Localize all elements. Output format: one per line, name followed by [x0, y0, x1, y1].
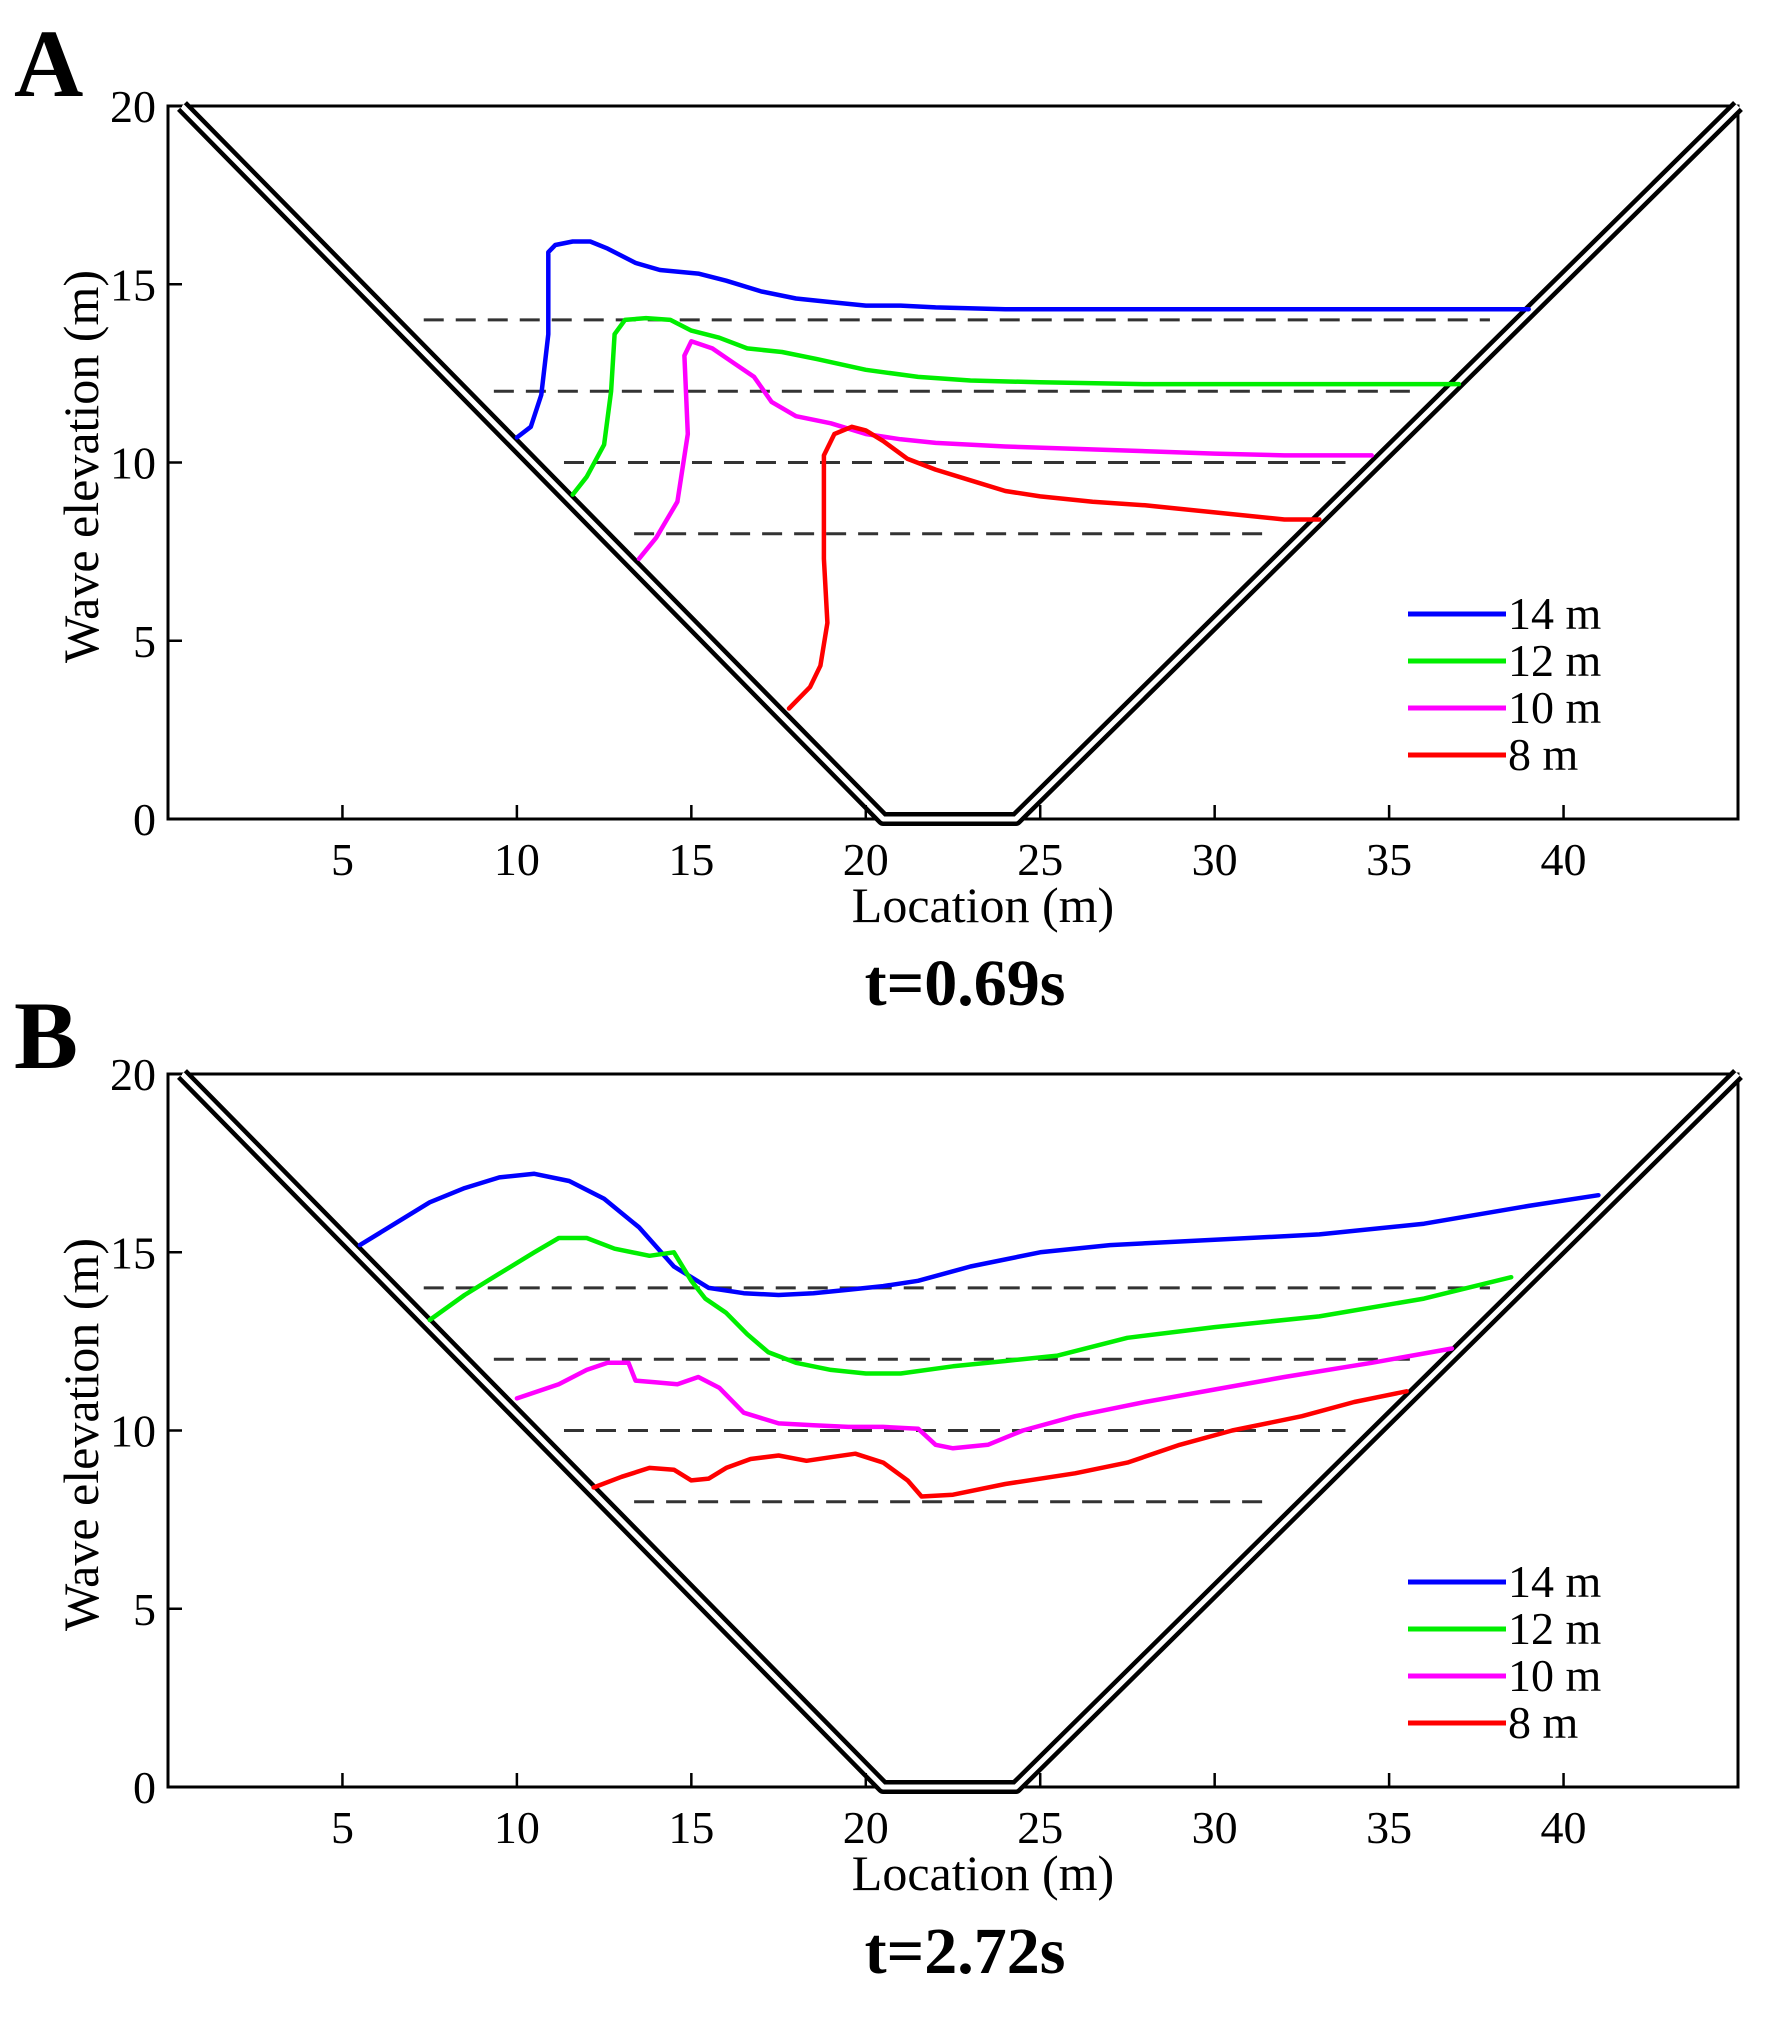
x-axis-label: Location (m) [852, 1845, 1114, 1901]
y-tick-label: 10 [110, 438, 156, 489]
x-tick-label: 20 [843, 1802, 889, 1853]
valley-wall-inner [180, 1072, 1740, 1790]
x-tick-label: 30 [1192, 834, 1238, 885]
panel-letter: B [14, 982, 78, 1089]
legend-label: 8 m [1508, 1697, 1579, 1748]
x-tick-label: 40 [1541, 1802, 1587, 1853]
y-axis-label: Wave elevation (m) [53, 270, 109, 663]
legend-label: 14 m [1508, 1556, 1602, 1607]
x-tick-label: 15 [668, 1802, 714, 1853]
legend-label: 14 m [1508, 588, 1602, 639]
y-tick-label: 0 [133, 1762, 156, 1813]
series-line-14m [357, 1171, 1601, 1298]
series-line-12m [570, 315, 1462, 497]
x-tick-label: 35 [1366, 1802, 1412, 1853]
legend-label: 8 m [1508, 729, 1579, 780]
x-tick-label: 25 [1017, 1802, 1063, 1853]
y-tick-label: 10 [110, 1406, 156, 1457]
x-tick-label: 20 [843, 834, 889, 885]
x-tick-label: 10 [494, 1802, 540, 1853]
x-tick-label: 10 [494, 834, 540, 885]
y-tick-label: 0 [133, 794, 156, 845]
legend-label: 10 m [1508, 682, 1602, 733]
x-tick-label: 15 [668, 834, 714, 885]
x-tick-label: 25 [1017, 834, 1063, 885]
legend-label: 12 m [1508, 635, 1602, 686]
series-line-8m [591, 1389, 1409, 1499]
x-tick-label: 30 [1192, 1802, 1238, 1853]
y-axis-label: Wave elevation (m) [53, 1238, 109, 1631]
series-line-12m [427, 1235, 1514, 1376]
x-tick-label: 5 [331, 834, 354, 885]
x-tick-label: 40 [1541, 834, 1587, 885]
x-tick-label: 35 [1366, 834, 1412, 885]
y-tick-label: 20 [110, 81, 156, 132]
valley-wall-inner [180, 104, 1740, 822]
x-tick-label: 5 [331, 1802, 354, 1853]
series-line-14m [514, 239, 1531, 440]
series-line-8m [786, 424, 1322, 711]
y-tick-label: 15 [110, 259, 156, 310]
panel-letter: A [14, 10, 83, 117]
y-tick-label: 5 [133, 1584, 156, 1635]
legend-label: 10 m [1508, 1650, 1602, 1701]
y-tick-label: 20 [110, 1049, 156, 1100]
time-label: t=2.72s [865, 1915, 1066, 1988]
x-axis-label: Location (m) [852, 877, 1114, 933]
time-label: t=0.69s [865, 947, 1066, 1020]
y-tick-label: 15 [110, 1227, 156, 1278]
legend-label: 12 m [1508, 1603, 1602, 1654]
series-line-10m [636, 339, 1374, 562]
series-line-10m [514, 1346, 1455, 1451]
y-tick-label: 5 [133, 616, 156, 667]
